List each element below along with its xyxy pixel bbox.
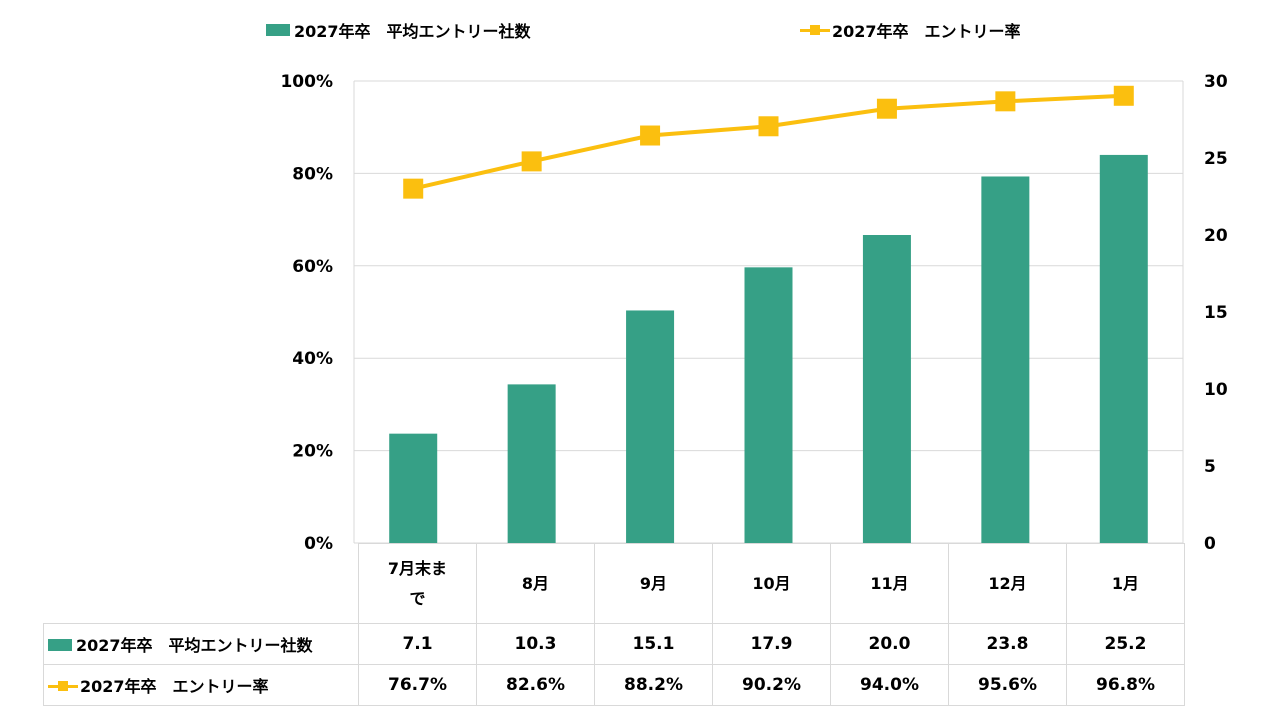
right-axis-tick: 15: [1204, 303, 1228, 323]
table-cell: 94.0%: [830, 664, 949, 706]
table-cell: 7.1: [358, 623, 477, 665]
category-header: 8月: [476, 543, 595, 624]
category-header: 1月: [1066, 543, 1185, 624]
line-marker-swatch-icon: [800, 24, 830, 36]
category-header: 9月: [594, 543, 713, 624]
bar: [981, 176, 1030, 544]
legend-bar-label: 2027年卒 平均エントリー社数: [294, 22, 531, 41]
category-label: 7月末まで: [387, 558, 448, 608]
category-label: 11月: [870, 573, 909, 593]
left-axis-tick: 100%: [280, 72, 333, 92]
line-marker: [995, 91, 1016, 112]
bar: [1099, 154, 1148, 544]
table-cell: 90.2%: [712, 664, 831, 706]
left-axis-tick: 20%: [292, 442, 333, 462]
table-cell: 95.6%: [948, 664, 1067, 706]
legend-line-series: 2027年卒 エントリー率: [800, 18, 1021, 42]
category-header: 7月末まで: [358, 543, 477, 624]
table-cell: 10.3: [476, 623, 595, 665]
table-cell: 96.8%: [1066, 664, 1185, 706]
category-label: 12月: [988, 573, 1027, 593]
right-axis-tick: 0: [1204, 534, 1216, 554]
category-header: 11月: [830, 543, 949, 624]
category-header: 12月: [948, 543, 1067, 624]
right-axis-tick: 25: [1204, 149, 1228, 169]
left-axis-tick: 40%: [292, 349, 333, 369]
line-marker: [758, 116, 779, 137]
category-header: 10月: [712, 543, 831, 624]
bar: [862, 235, 911, 543]
category-label: 9月: [639, 573, 668, 593]
table-cell: 15.1: [594, 623, 713, 665]
category-label: 1月: [1111, 573, 1140, 593]
series-line: [412, 93, 1124, 191]
table-cell: 20.0: [830, 623, 949, 665]
right-axis-tick: 10: [1204, 380, 1228, 400]
line-marker: [1113, 85, 1134, 106]
line-marker-swatch-icon: [48, 680, 78, 692]
data-table: 7月末まで 8月 9月 10月 11月 12月 1月 2027年卒 平均エントリー社数 7.…: [43, 543, 1185, 706]
left-axis-tick: 60%: [292, 257, 333, 277]
table-cell: 23.8: [948, 623, 1067, 665]
line-marker: [403, 178, 424, 199]
line-marker: [876, 98, 897, 119]
row-label-text: 2027年卒 平均エントリー社数: [76, 636, 313, 655]
table-corner: [43, 543, 359, 624]
category-label: 10月: [752, 573, 791, 593]
bar: [507, 384, 556, 543]
table-row-label-bar: 2027年卒 平均エントリー社数: [43, 623, 359, 665]
bar-swatch-icon: [48, 639, 72, 651]
right-axis-tick: 30: [1204, 72, 1228, 92]
legend-line-label: 2027年卒 エントリー率: [832, 22, 1021, 41]
table-row-label-line: 2027年卒 エントリー率: [43, 664, 359, 706]
left-axis-tick: 80%: [292, 164, 333, 184]
table-cell: 25.2: [1066, 623, 1185, 665]
line-marker: [640, 125, 661, 146]
bar: [626, 310, 675, 543]
table-cell: 17.9: [712, 623, 831, 665]
bar-swatch-icon: [266, 24, 290, 36]
table-cell: 76.7%: [358, 664, 477, 706]
row-label-text: 2027年卒 エントリー率: [80, 677, 269, 696]
category-label: 8月: [521, 573, 550, 593]
line-marker: [521, 151, 542, 172]
right-axis-tick: 20: [1204, 226, 1228, 246]
right-axis-tick: 5: [1204, 457, 1216, 477]
bar: [389, 433, 438, 543]
bar: [744, 267, 793, 543]
table-cell: 88.2%: [594, 664, 713, 706]
legend-bar-series: 2027年卒 平均エントリー社数: [266, 18, 531, 42]
table-cell: 82.6%: [476, 664, 595, 706]
